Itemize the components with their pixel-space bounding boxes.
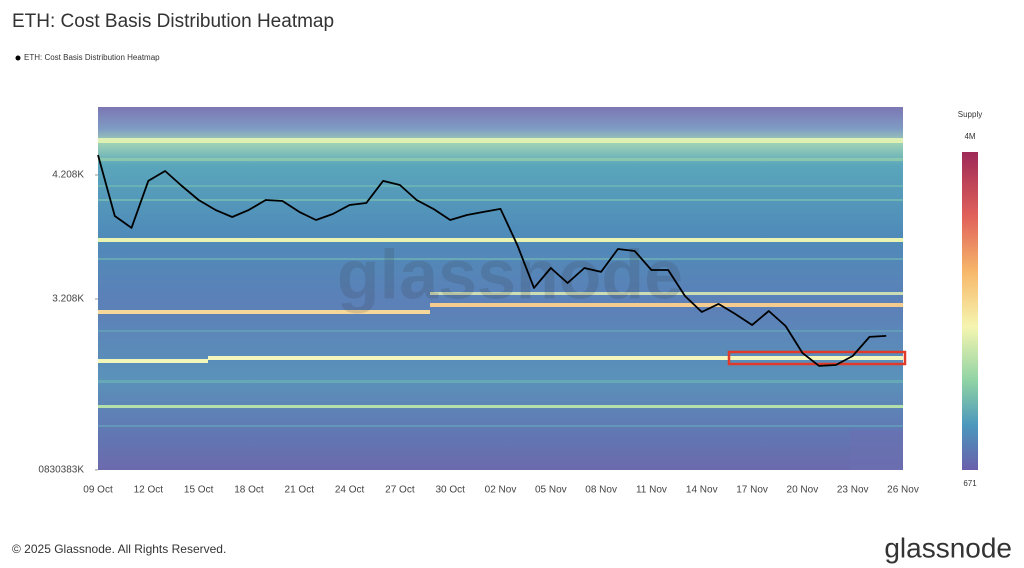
x-tick-label: 11 Nov xyxy=(636,485,667,496)
x-tick-label: 18 Oct xyxy=(234,485,264,496)
footer: © 2025 Glassnode. All Rights Reserved. xyxy=(12,542,226,556)
x-tick-label: 02 Nov xyxy=(485,485,517,496)
x-tick-label: 24 Oct xyxy=(335,485,365,496)
chart-title: ETH: Cost Basis Distribution Heatmap xyxy=(12,11,334,32)
x-tick-label: 30 Oct xyxy=(435,485,465,496)
legend-marker xyxy=(15,55,21,61)
heatmap xyxy=(98,107,903,470)
colorbar-title: Supply xyxy=(958,110,982,119)
colorbar xyxy=(962,152,978,470)
y-tick-label: 0830383K xyxy=(38,465,84,476)
x-tick-label: 08 Nov xyxy=(585,485,617,496)
x-tick-label: 09 Oct xyxy=(83,485,113,496)
x-tick-label: 27 Oct xyxy=(385,485,415,496)
price-line xyxy=(97,154,887,367)
colorbar-min: 671 xyxy=(963,479,977,488)
x-tick-label: 15 Oct xyxy=(184,485,214,496)
x-tick-label: 20 Nov xyxy=(787,485,819,496)
x-tick-label: 05 Nov xyxy=(535,485,567,496)
y-tick-label: 3.208K xyxy=(52,294,84,305)
colorbar-max: 4M xyxy=(964,132,975,141)
legend-label: ETH: Cost Basis Distribution Heatmap xyxy=(24,53,160,62)
watermark: glassnode xyxy=(337,235,683,313)
logo: glassnode xyxy=(884,532,1012,563)
x-tick-label: 14 Nov xyxy=(686,485,718,496)
x-tick-label: 17 Nov xyxy=(736,485,768,496)
x-tick-label: 26 Nov xyxy=(887,485,919,496)
x-tick-label: 21 Oct xyxy=(285,485,315,496)
x-tick-label: 12 Oct xyxy=(134,485,164,496)
x-tick-label: 23 Nov xyxy=(837,485,869,496)
y-tick-label: 4.208K xyxy=(52,170,84,181)
